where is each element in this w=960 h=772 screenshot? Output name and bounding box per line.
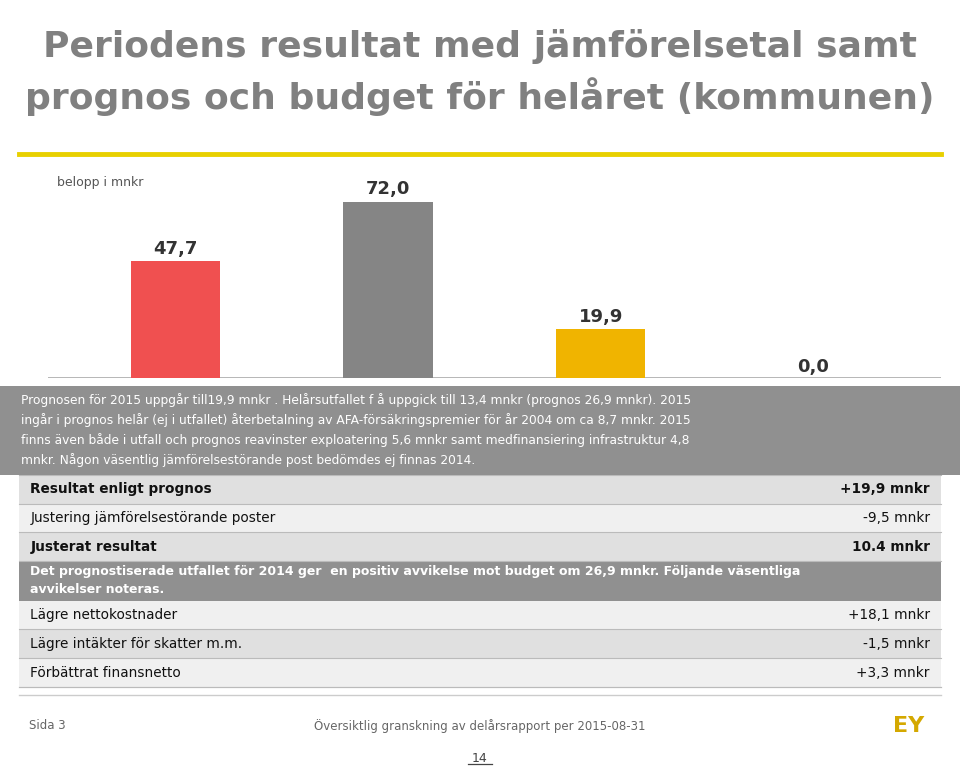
Text: 47,7: 47,7 [154,239,198,258]
Bar [19,533,941,561]
Bar [344,201,433,378]
Text: 0,0: 0,0 [798,358,829,376]
Bar [19,659,941,687]
Bar [19,629,941,659]
Text: +18,1 mnkr: +18,1 mnkr [848,608,929,622]
Text: Justering jämförelsestörande poster: Justering jämförelsestörande poster [31,511,276,525]
Text: 14: 14 [472,752,488,764]
Text: Förbättrat finansnetto: Förbättrat finansnetto [31,665,181,679]
Text: Resultat enligt prognos: Resultat enligt prognos [31,482,212,496]
Text: belopp i mnkr: belopp i mnkr [57,176,143,189]
Text: Prognosen för 2015 uppgår till19,9 mnkr . Helårsutfallet f å uppgick till 13,4 m: Prognosen för 2015 uppgår till19,9 mnkr … [21,394,691,467]
Text: Lägre nettokostnader: Lägre nettokostnader [31,608,178,622]
Text: Sida 3: Sida 3 [29,720,65,732]
Text: +3,3 mnkr: +3,3 mnkr [856,665,929,679]
Bar [19,601,941,629]
Bar [556,330,645,378]
Text: +19,9 mnkr: +19,9 mnkr [840,482,929,496]
Text: Periodens resultat med jämförelsetal samt: Periodens resultat med jämförelsetal sam… [43,29,917,64]
Text: Det prognostiserade utfallet för 2014 ger  en positiv avvikelse mot budget om 26: Det prognostiserade utfallet för 2014 ge… [31,565,801,597]
Text: Justerat resultat: Justerat resultat [31,540,157,554]
Text: Översiktlig granskning av delårsrapport per 2015-08-31: Översiktlig granskning av delårsrapport … [314,719,646,733]
Bar [19,561,941,601]
Text: prognos och budget för helåret (kommunen): prognos och budget för helåret (kommunen… [25,77,935,116]
Text: -1,5 mnkr: -1,5 mnkr [863,637,929,651]
Text: 10.4 mnkr: 10.4 mnkr [852,540,929,554]
Text: 19,9: 19,9 [579,308,623,326]
Text: 72,0: 72,0 [366,180,410,198]
Text: EY: EY [893,716,924,736]
Bar [131,261,220,378]
Text: -9,5 mnkr: -9,5 mnkr [863,511,929,525]
Bar [19,475,941,503]
Text: Lägre intäkter för skatter m.m.: Lägre intäkter för skatter m.m. [31,637,242,651]
Bar [19,503,941,533]
